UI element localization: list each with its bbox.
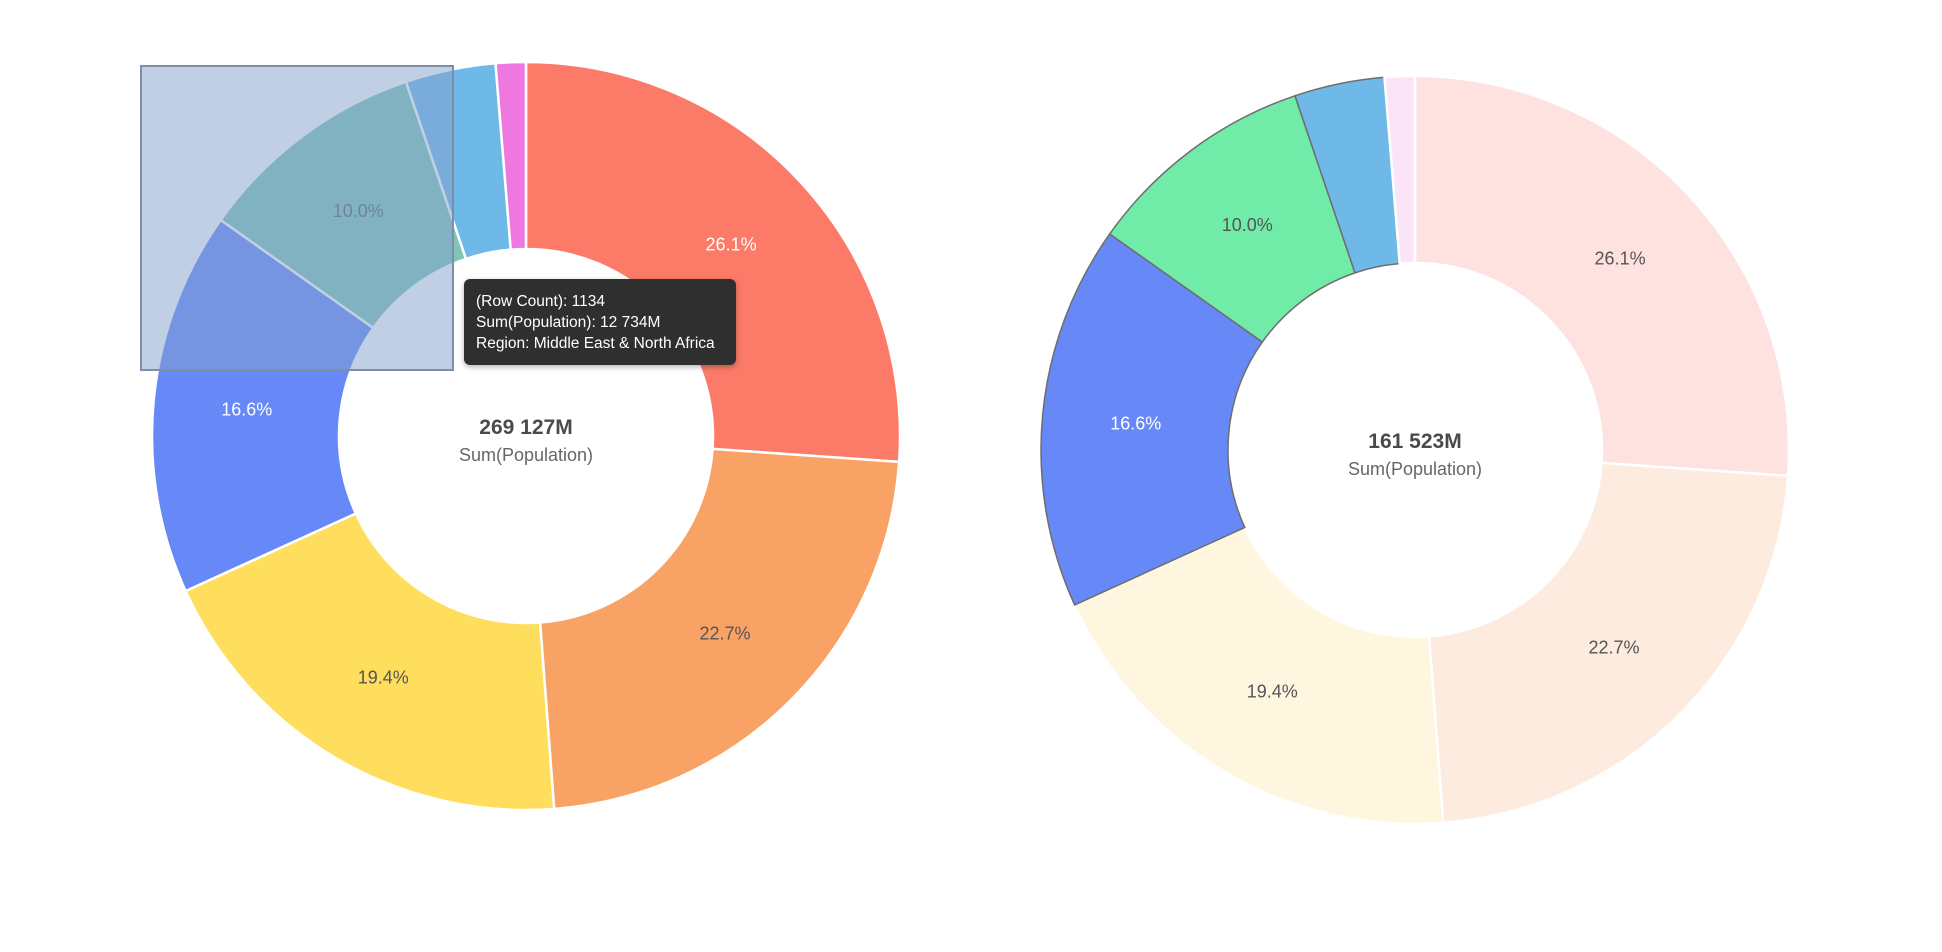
slice-percent-label: 26.1%	[706, 235, 757, 255]
brush-selection-box[interactable]	[140, 65, 454, 371]
donut-center-value: 269 127M	[479, 416, 572, 439]
donut-slice[interactable]	[1072, 525, 1445, 826]
donut-chart-2: 26.1% 22.7% 19.4% 16.6% 10.0% 161 523M Sum(Pop…	[1040, 74, 1791, 826]
donut-center-label: Sum(Population)	[459, 445, 593, 465]
slice-percent-label: 19.4%	[1247, 681, 1298, 701]
slice-percent-label: 16.6%	[1110, 414, 1161, 434]
slice-percent-label: 19.4%	[358, 667, 409, 687]
donut-slice[interactable]	[183, 511, 556, 812]
slice-percent-label: 22.7%	[699, 624, 750, 644]
slice-percent-label: 16.6%	[221, 400, 272, 420]
donut-slice[interactable]	[538, 447, 901, 811]
donut-slice[interactable]	[1427, 461, 1790, 825]
donut-slice[interactable]	[1040, 232, 1264, 606]
slice-percent-label: 22.7%	[1588, 638, 1639, 658]
slice-percent-label: 26.1%	[1595, 249, 1646, 269]
donut-slice[interactable]	[1413, 74, 1791, 478]
tooltip-line-row-count: (Row Count): 1134	[476, 293, 605, 310]
slice-percent-label: 10.0%	[1222, 215, 1273, 235]
tooltip-line-region: Region: Middle East & North Africa	[476, 335, 715, 352]
donut-center-value: 161 523M	[1368, 430, 1461, 453]
donut-center-label: Sum(Population)	[1348, 459, 1482, 479]
tooltip-line-sum-population: Sum(Population): 12 734M	[476, 314, 661, 331]
donut-slice[interactable]	[494, 60, 528, 251]
donut-slice[interactable]	[524, 60, 902, 464]
chart-tooltip: (Row Count): 1134 Sum(Population): 12 73…	[464, 279, 736, 365]
donut-slice[interactable]	[1383, 74, 1417, 265]
